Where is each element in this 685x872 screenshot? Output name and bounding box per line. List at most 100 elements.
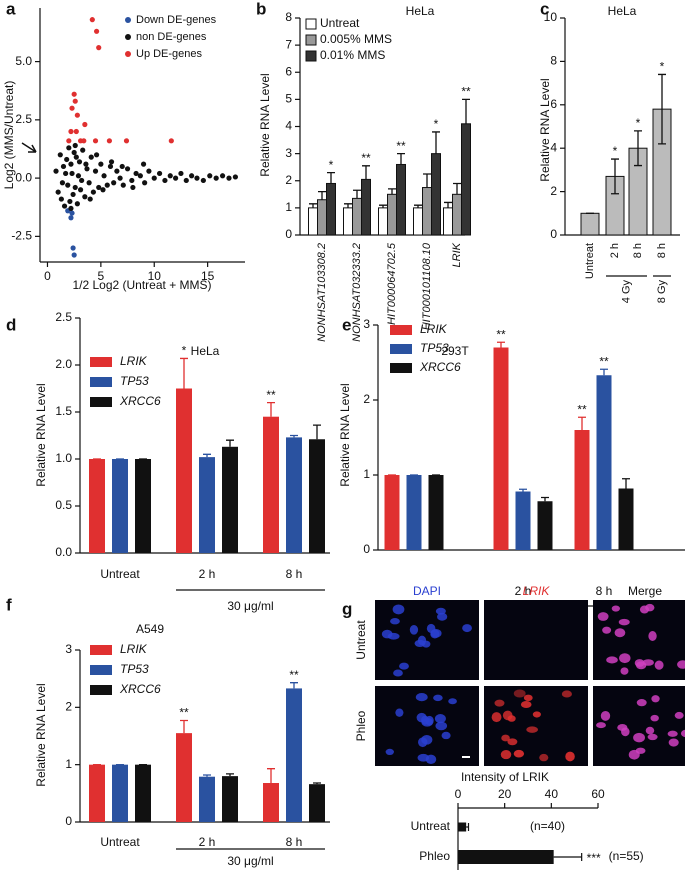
bar	[222, 776, 238, 822]
point	[65, 182, 71, 188]
y-tick-label: 1	[65, 757, 72, 771]
x-tick-label: Untreat	[100, 835, 140, 849]
cell	[618, 618, 630, 626]
cell	[617, 724, 628, 731]
legend-marker	[125, 51, 131, 57]
error-bar	[309, 203, 317, 208]
cell	[597, 612, 609, 621]
x-tick-label: 8 h	[596, 584, 613, 598]
legend-swatch	[90, 645, 112, 655]
cell	[654, 660, 664, 670]
y-tick-label: 8	[550, 54, 557, 68]
x-tick-label: 2 h	[609, 243, 621, 258]
y-tick-label: 5.0	[15, 54, 32, 68]
significance: **	[577, 402, 587, 416]
error-bar	[553, 853, 583, 861]
legend-label: Down DE-genes	[136, 14, 217, 26]
point	[142, 180, 148, 186]
panel-letter: f	[6, 595, 12, 614]
significance: **	[289, 668, 299, 682]
cell	[600, 710, 611, 721]
x-tick-label: 8 h	[656, 243, 668, 258]
cell	[491, 712, 502, 723]
legend-label: TP53	[120, 662, 149, 676]
point	[77, 187, 84, 193]
bar	[387, 193, 397, 236]
significance: **	[396, 139, 406, 153]
cell	[507, 715, 516, 722]
chart-title: A549	[136, 622, 164, 636]
point	[92, 168, 99, 174]
cell	[437, 612, 448, 621]
point	[194, 175, 200, 181]
micrograph	[375, 600, 479, 680]
legend-marker	[125, 17, 131, 23]
point	[133, 170, 139, 177]
y-tick-label: 3	[65, 642, 72, 656]
point	[162, 177, 168, 184]
point	[108, 159, 115, 165]
cell	[565, 751, 575, 762]
point	[114, 168, 120, 174]
point	[107, 163, 114, 170]
cell	[648, 631, 657, 641]
point	[200, 177, 206, 184]
x-tick-label: HIT000101108.10	[421, 242, 433, 330]
cell	[523, 694, 533, 702]
cell	[539, 753, 549, 762]
n-label: (n=40)	[530, 819, 565, 833]
chart-title: Intensity of LRIK	[461, 770, 549, 784]
point	[189, 173, 195, 179]
y-axis-label: Relative RNA Level	[34, 683, 48, 786]
significance: *	[636, 116, 641, 130]
legend-label: Untreat	[320, 16, 360, 30]
cell	[392, 604, 405, 615]
point	[75, 173, 82, 179]
significance: *	[329, 158, 334, 172]
cell	[526, 726, 538, 733]
error-bar	[462, 98, 470, 124]
error-bar	[519, 488, 527, 492]
point	[119, 163, 125, 170]
error-bar	[578, 416, 586, 430]
bar	[493, 347, 509, 550]
x-tick-label: 2 h	[515, 584, 532, 598]
point	[68, 128, 74, 135]
point	[83, 161, 89, 167]
point	[69, 170, 75, 177]
cell	[500, 749, 512, 760]
point	[60, 163, 67, 170]
point	[80, 147, 86, 153]
x-tick-label: 20	[498, 787, 512, 801]
cell	[501, 734, 510, 742]
y-axis-label: Relative RNA Level	[258, 73, 272, 176]
significance: **	[461, 85, 471, 99]
error-bar	[497, 341, 505, 348]
x-tick-label: 8 h	[286, 567, 303, 581]
bar	[361, 178, 371, 236]
significance: **	[179, 706, 189, 720]
significance: *	[613, 144, 618, 158]
point	[137, 173, 143, 179]
point	[68, 215, 74, 221]
cell	[448, 698, 457, 705]
error-bar	[379, 204, 387, 208]
error-bar	[203, 453, 211, 458]
legend-label: 0.005% MMS	[320, 32, 392, 46]
bar	[286, 688, 302, 822]
point	[74, 201, 80, 207]
cell	[434, 714, 446, 724]
point	[100, 187, 106, 193]
error-bar	[397, 152, 405, 165]
legend-label: TP53	[120, 374, 149, 388]
y-tick-label: 8	[285, 10, 292, 24]
x-tick-label: 8 h	[632, 243, 644, 258]
bar	[112, 459, 128, 553]
micrograph	[484, 600, 588, 680]
cell	[441, 731, 451, 740]
legend-label: 0.01% MMS	[320, 48, 385, 62]
bar	[89, 764, 105, 822]
point	[92, 138, 99, 144]
y-tick-label: 2.5	[55, 310, 72, 324]
